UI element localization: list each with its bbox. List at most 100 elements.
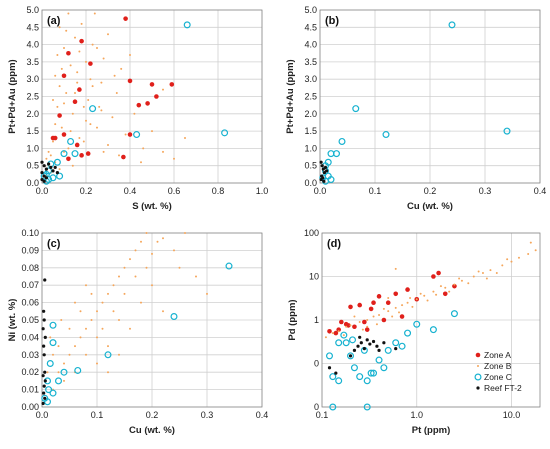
point-zoneB <box>90 319 93 321</box>
y-tick-label: 0.08 <box>21 263 39 273</box>
point-zoneB <box>68 353 71 356</box>
point-zoneC <box>347 352 355 360</box>
point-reef <box>42 344 46 348</box>
legend-label: Zone A <box>484 350 511 360</box>
point-zoneC <box>49 321 57 329</box>
y-tick-label: 0.05 <box>21 315 39 325</box>
point-zoneC <box>349 336 357 344</box>
x-tick-label: 0.6 <box>168 186 181 196</box>
point-reef <box>43 396 47 400</box>
point-zoneB <box>134 275 137 278</box>
point-zoneB <box>98 105 101 108</box>
point-zoneB <box>123 292 126 295</box>
point-zoneB <box>184 232 186 234</box>
point-zoneB <box>74 92 76 95</box>
y-tick-label: 0 <box>314 402 319 412</box>
y-tick-label: 2.0 <box>26 109 39 119</box>
point-zoneB <box>472 275 475 278</box>
point-zoneB <box>45 157 48 160</box>
point-zoneC <box>363 403 371 411</box>
point-zoneB <box>409 297 412 300</box>
y-tick-label: 1.0 <box>304 143 317 153</box>
point-zoneA <box>66 50 71 56</box>
point-zoneC <box>326 352 334 360</box>
point-zoneB <box>140 301 142 304</box>
point-zoneB <box>52 140 54 143</box>
y-tick-label: 1 <box>314 315 319 325</box>
y-tick-label: 0.0 <box>304 178 317 188</box>
point-zoneA <box>339 319 344 325</box>
y-tick-label: 0.00 <box>21 402 39 412</box>
point-zoneA <box>145 101 150 106</box>
panel-label: (a) <box>47 15 61 27</box>
point-zoneB <box>118 353 120 356</box>
point-zoneA <box>431 274 436 279</box>
point-zoneB <box>113 74 116 77</box>
point-zoneB <box>477 270 480 273</box>
point-zoneC <box>404 329 412 337</box>
point-zoneB <box>140 161 142 164</box>
point-reef <box>359 341 363 345</box>
legend-label: Zone C <box>484 372 512 382</box>
point-zoneB <box>101 327 104 330</box>
point-zoneB <box>58 168 61 171</box>
point-zoneC <box>133 131 141 139</box>
y-tick-label: 0.01 <box>21 385 39 395</box>
point-zoneC <box>46 360 54 368</box>
y-tick-label: 1.0 <box>26 143 39 153</box>
point-reef <box>43 335 47 339</box>
point-reef <box>40 177 44 182</box>
panel-3: 0.0 0.1 0.2 0.3 0.4 0.00 0.01 0.02 0.03 0.04 0.05 0… <box>7 228 268 436</box>
point-zoneA <box>61 73 67 79</box>
point-zoneB <box>67 147 70 150</box>
point-zoneA <box>121 154 126 160</box>
point-zoneB <box>517 256 520 259</box>
point-zoneA <box>399 314 405 319</box>
point-zoneB <box>107 345 109 348</box>
x-tick-label: 0.3 <box>201 410 214 420</box>
point-reef <box>42 318 46 322</box>
point-reef <box>362 347 366 351</box>
point-zoneB <box>124 133 127 136</box>
panel-1: 0.0 0.2 0.4 0.6 0.8 1.0 0.0 0.5 1.0 1.5 2.0 2.5 3.0 3… <box>7 5 268 212</box>
x-tick-label: 0.2 <box>146 410 159 420</box>
point-reef <box>49 165 53 170</box>
point-zoneC <box>49 174 57 182</box>
point-reef <box>334 371 338 375</box>
point-reef <box>42 179 46 183</box>
point-reef <box>40 171 44 175</box>
point-zoneB <box>345 325 348 328</box>
point-zoneB <box>82 105 85 108</box>
point-zoneB <box>63 379 65 382</box>
point-zoneB <box>76 81 79 84</box>
point-zoneB <box>467 282 470 285</box>
point-reef <box>356 344 360 348</box>
point-zoneB <box>527 252 530 255</box>
point-zoneB <box>74 36 76 39</box>
point-zoneB <box>358 320 361 323</box>
point-reef <box>375 344 379 348</box>
point-zoneB <box>372 315 375 318</box>
x-tick-label: 0.3 <box>479 186 492 196</box>
y-tick-label: 3.0 <box>304 74 317 84</box>
point-zoneC <box>45 386 53 394</box>
point-zoneB <box>118 275 120 278</box>
point-zoneA <box>77 87 82 92</box>
point-zoneB <box>366 319 369 321</box>
point-zoneB <box>85 284 87 287</box>
data-points <box>41 232 233 406</box>
point-zoneB <box>56 53 59 56</box>
point-zoneB <box>101 301 104 304</box>
point-zoneA <box>127 132 133 137</box>
point-zoneB <box>501 264 504 267</box>
point-reef <box>319 160 323 164</box>
point-zoneC <box>60 368 68 376</box>
point-zoneB <box>68 327 71 330</box>
point-zoneB <box>112 284 115 287</box>
panel-label: (b) <box>325 15 339 27</box>
point-zoneB <box>206 292 208 295</box>
point-zoneB <box>96 362 98 365</box>
point-zoneB <box>60 126 63 129</box>
point-zoneB <box>529 241 532 244</box>
point-zoneC <box>56 172 64 180</box>
